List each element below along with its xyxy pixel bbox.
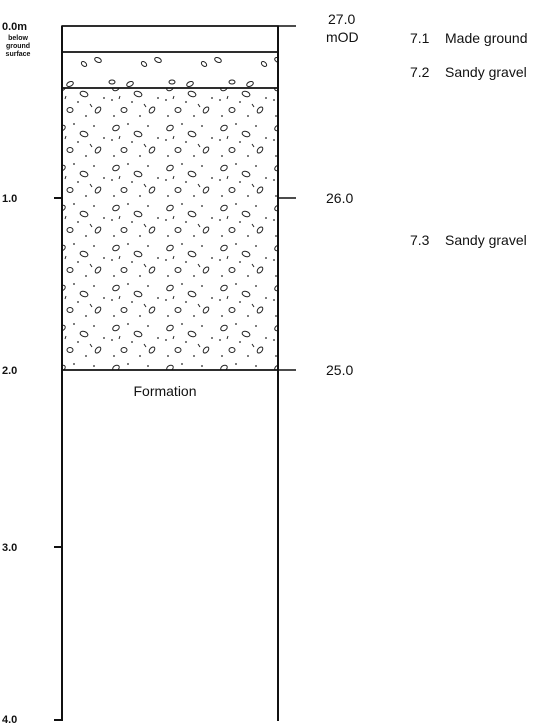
layer-made-ground [62, 26, 278, 52]
depth-note: surface [6, 51, 31, 58]
depth-label: 1.0 [2, 193, 17, 205]
depth-note: ground [6, 43, 30, 50]
layer-code: 7.3 [410, 232, 430, 248]
layer-sandy-gravel [62, 52, 278, 88]
level-label: 25.0 [326, 362, 353, 378]
level-unit: mOD [326, 29, 359, 45]
depth-label: 2.0 [2, 365, 17, 377]
layer-name: Sandy gravel [445, 64, 527, 80]
depth-label: 0.0m [2, 21, 27, 33]
layer-code: 7.2 [410, 64, 430, 80]
layer-name: Sandy gravel [445, 232, 527, 248]
layer-name: Made ground [445, 30, 528, 46]
depth-label: 3.0 [2, 542, 17, 554]
section-diagram: 0.0m below ground surface 1.0 2.0 3.0 4.… [0, 0, 558, 724]
level-label: 26.0 [326, 190, 353, 206]
formation-label: Formation [133, 383, 196, 399]
level-label: 27.0 [328, 11, 355, 27]
depth-label: 4.0 [2, 714, 17, 724]
layer-code: 7.1 [410, 30, 430, 46]
depth-note: below [8, 35, 28, 42]
layer-sandy-gravel [62, 88, 278, 370]
